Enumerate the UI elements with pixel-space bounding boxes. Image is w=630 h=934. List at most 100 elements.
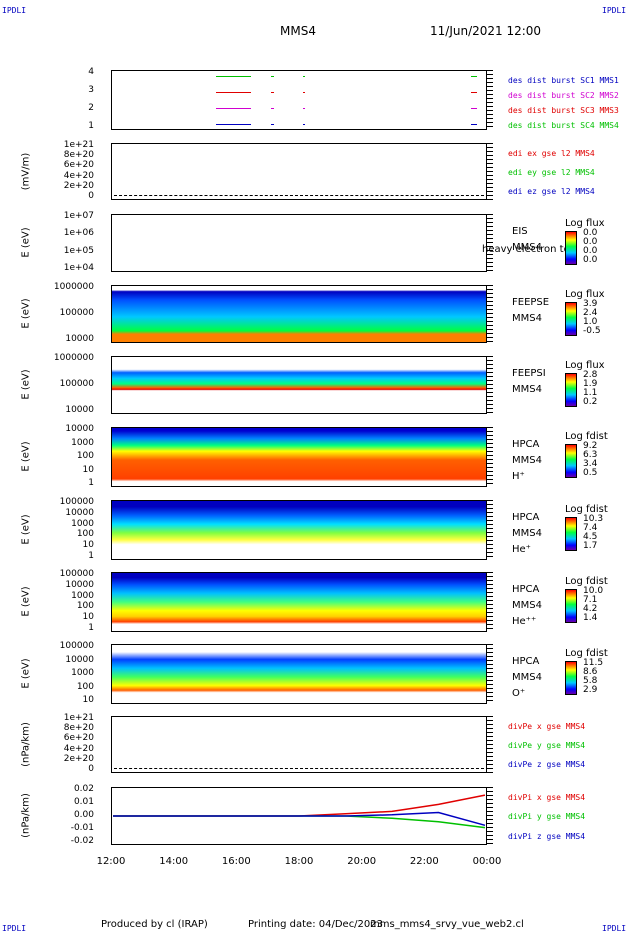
instrument-label: HPCA [512, 439, 540, 450]
colorbar-value: 6.3 [583, 450, 598, 460]
x-tick-label: 20:00 [347, 856, 377, 867]
burst-segment [303, 92, 305, 93]
colorbar [565, 373, 577, 407]
colorbar-title: Log fdist [565, 648, 608, 659]
tick-marks [487, 285, 493, 343]
instrument-label: HPCA [512, 512, 540, 523]
zero-line [114, 195, 484, 196]
colorbar-value: 9.2 [583, 441, 598, 451]
legend-entry: des dist burst SC4 MMS4 [508, 121, 619, 130]
legend-entry: edi ey gse l2 MMS4 [508, 168, 595, 177]
colorbar-value: 3.9 [583, 299, 598, 309]
y-tick-label: 1e+05 [63, 245, 94, 256]
tick-marks [487, 787, 493, 845]
legend-entry: divPi z gse MMS4 [508, 831, 586, 841]
y-tick-label: 10000 [65, 579, 94, 590]
colorbar-value: 1.7 [583, 541, 598, 551]
y-tick-label: 10 [82, 464, 94, 475]
colorbar-value: 4.2 [583, 604, 598, 614]
instrument-label: MMS4 [512, 455, 542, 466]
y-axis-label-hpca_o: E (eV) [20, 658, 32, 689]
instrument-label: MMS4 [512, 600, 542, 611]
burst-segment [271, 76, 274, 77]
burst-segment [271, 92, 274, 93]
y-axis-label-feepsi: E (eV) [20, 369, 32, 400]
panel-divpi [111, 787, 487, 845]
y-tick-label: 10000 [65, 334, 94, 344]
footer-script-name: mms_mms4_srvy_vue_web2.cl [370, 919, 524, 930]
y-tick-label: 100 [76, 681, 94, 692]
panel-hpca_hepp [111, 572, 487, 632]
zero-line [114, 768, 484, 769]
y-tick-label: 8e+20 [63, 150, 94, 161]
instrument-label: MMS4 [512, 313, 542, 324]
y-tick-label: -0.02 [70, 836, 94, 846]
y-tick-label: 1 [88, 478, 94, 488]
y-tick-label: 1e+21 [63, 140, 94, 150]
panel-divpe [111, 716, 487, 773]
panel-feepse [111, 285, 487, 343]
y-tick-label: 1000 [71, 437, 94, 448]
y-tick-label: 1e+07 [63, 211, 94, 221]
colorbar-value: 2.9 [583, 685, 598, 695]
y-tick-label: 4 [88, 67, 94, 77]
instrument-label: MMS4 [512, 384, 542, 395]
tick-marks [487, 214, 493, 272]
y-tick-label: 0.01 [73, 797, 94, 807]
y-tick-label: 4e+20 [63, 170, 94, 181]
tick-marks [487, 572, 493, 632]
colorbar-value: 10.3 [583, 514, 604, 524]
x-tick-label: 00:00 [472, 856, 502, 867]
tick-marks [487, 716, 493, 773]
panel-hpca_h [111, 427, 487, 487]
tick-marks [487, 143, 493, 200]
colorbar-value: 2.8 [583, 370, 598, 380]
datetime-title: 11/Jun/2021 12:00 [430, 24, 542, 38]
y-tick-label: 1e+04 [63, 263, 94, 273]
burst-segment [303, 108, 305, 109]
y-tick-label: 10 [82, 540, 94, 551]
y-axis-label-hpca_hepp: E (eV) [20, 586, 32, 617]
legend-entry: des dist burst SC2 MMS2 [508, 91, 619, 100]
y-tick-label: 0.02 [73, 784, 94, 794]
colorbar-value: 4.5 [583, 532, 598, 542]
y-tick-label: 10000 [65, 654, 94, 665]
colorbar [565, 231, 577, 265]
series-line [113, 811, 486, 827]
tick-marks [487, 356, 493, 414]
instrument-label: EIS [512, 226, 528, 237]
colorbar-value: 2.4 [583, 308, 598, 318]
colorbar-value: 1.9 [583, 379, 598, 389]
instrument-label: FEEPSI [512, 368, 546, 379]
y-tick-label: 1 [88, 551, 94, 561]
legend-entry: divPi x gse MMS4 [508, 793, 586, 802]
burst-segment [271, 108, 274, 109]
y-tick-label: 0.00 [73, 810, 94, 820]
y-tick-label: 6e+20 [63, 733, 94, 744]
colorbar-value: 0.0 [583, 246, 598, 256]
y-tick-label: 100 [76, 601, 94, 612]
panel-hpca_o [111, 644, 487, 704]
y-tick-label: 6e+20 [63, 160, 94, 171]
colorbar-value: 10.0 [583, 586, 604, 596]
y-tick-label: 100000 [59, 379, 94, 389]
instrument-label: MMS4 [512, 672, 542, 683]
y-tick-label: 1e+21 [63, 713, 94, 723]
legend-entry: divPe x gse MMS4 [508, 722, 586, 731]
burst-segment [471, 92, 477, 93]
colorbar-value: 3.4 [583, 459, 598, 469]
y-tick-label: 1000 [71, 590, 94, 601]
y-axis-label-divpe: (nPa/km) [20, 721, 32, 767]
y-tick-label: 100000 [59, 497, 94, 507]
colorbar-value: 7.1 [583, 595, 598, 605]
x-tick-label: 12:00 [96, 856, 126, 867]
colorbar-value: 1.0 [583, 317, 598, 327]
y-axis-label-edi: (mV/m) [20, 152, 32, 190]
y-tick-label: 10 [82, 612, 94, 623]
colorbar-value: 5.8 [583, 676, 598, 686]
colorbar-value: 1.4 [583, 613, 598, 623]
panel-feepsi [111, 356, 487, 414]
y-tick-label: 10000 [65, 405, 94, 415]
colorbar-value: 8.6 [583, 667, 598, 677]
colorbar-value: 1.1 [583, 388, 598, 398]
